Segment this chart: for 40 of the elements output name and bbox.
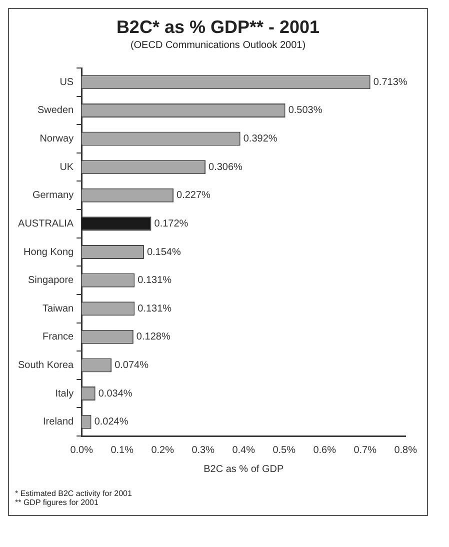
y-tick-label: Taiwan: [42, 303, 74, 314]
data-label: 0.227%: [176, 190, 211, 202]
x-tick-label: 0.2%: [151, 444, 174, 456]
data-label: 0.713%: [373, 76, 408, 88]
data-label: 0.034%: [98, 388, 132, 400]
data-label: 0.172%: [154, 218, 188, 230]
x-tick-label: 0.7%: [354, 444, 377, 456]
text: * Estimated B2C activity for 2001: [15, 489, 133, 498]
data-label: 0.074%: [114, 360, 149, 371]
x-tick-label: 0.5%: [272, 444, 296, 456]
data-label: 0.131%: [138, 275, 172, 286]
data-label: 0.503%: [288, 105, 322, 116]
data-label: 0.392%: [243, 134, 278, 145]
y-tick-label: Ireland: [43, 416, 74, 428]
data-label: 0.131%: [138, 303, 172, 314]
chart-subtitle: (OECD Communications Outlook 2001): [129, 40, 307, 51]
x-tick-label: 0.8%: [394, 444, 418, 456]
data-label: 0.024%: [94, 416, 128, 428]
x-axis-title: B2C as % of GDP: [204, 464, 284, 475]
y-tick-label: Sweden: [37, 105, 74, 116]
x-tick-label: 0.0%: [70, 444, 94, 456]
x-tick-label: 0.6%: [313, 444, 336, 456]
chart-title: B2C* as % GDP** - 2001: [115, 17, 321, 38]
data-label: 0.154%: [146, 246, 181, 258]
y-tick-label: Singapore: [28, 275, 74, 286]
y-tick-label: Germany: [32, 190, 74, 202]
x-tick-label: 0.4%: [232, 444, 256, 456]
y-tick-label: UK: [60, 162, 74, 173]
text: ** GDP figures for 2001: [15, 498, 100, 507]
y-tick-label: AUSTRALIA: [18, 218, 74, 230]
y-tick-label: Norway: [40, 134, 74, 145]
y-tick-label: Italy: [55, 388, 74, 400]
data-label: 0.128%: [136, 332, 170, 343]
y-tick-label: South Korea: [18, 360, 74, 371]
y-tick-label: US: [60, 76, 74, 88]
data-label: 0.306%: [208, 162, 243, 173]
x-tick-label: 0.1%: [110, 444, 134, 456]
y-tick-label: Hong Kong: [24, 246, 74, 258]
x-tick-label: 0.3%: [192, 444, 215, 456]
y-tick-label: France: [42, 332, 74, 343]
